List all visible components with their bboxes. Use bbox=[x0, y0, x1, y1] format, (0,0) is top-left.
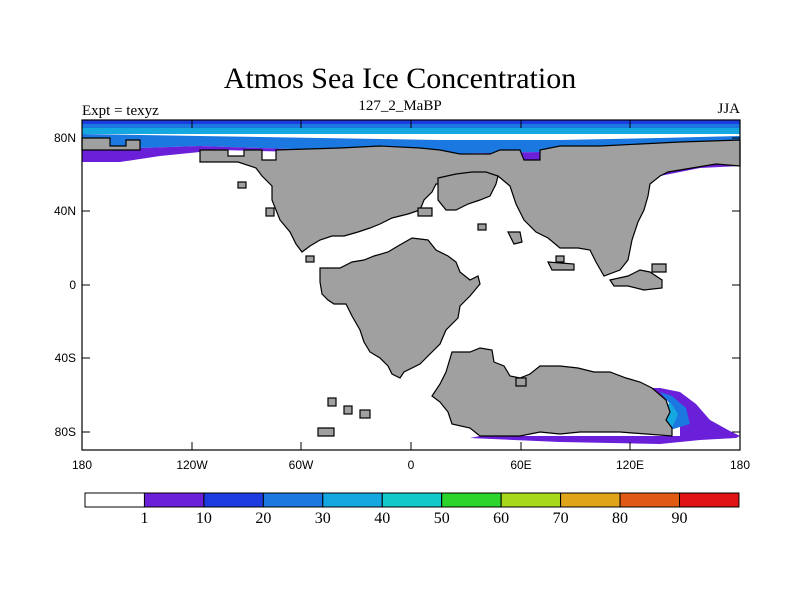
colorbar-swatch bbox=[500, 492, 562, 508]
colorbar-label: 40 bbox=[374, 510, 391, 527]
colorbar-label: 90 bbox=[671, 510, 688, 527]
time-label: 127_2_MaBP bbox=[358, 98, 442, 114]
colorbar-label: 10 bbox=[195, 510, 212, 527]
y-tick-label: 80S bbox=[54, 425, 76, 439]
x-tick-label: 180 bbox=[729, 458, 751, 472]
x-tick-label: 60E bbox=[510, 458, 532, 472]
colorbar-label: 70 bbox=[552, 510, 569, 527]
y-tick-label: 0 bbox=[69, 278, 76, 292]
colorbar-label: 20 bbox=[255, 510, 272, 527]
x-tick-label: 0 bbox=[407, 458, 415, 472]
season-label: JJA bbox=[717, 101, 740, 117]
colorbar-label: 1 bbox=[140, 510, 149, 527]
colorbar-label: 80 bbox=[612, 510, 629, 527]
colorbar-swatch bbox=[262, 492, 324, 508]
x-ticks bbox=[81, 120, 741, 450]
colorbar-swatch bbox=[381, 492, 443, 508]
x-tick-label: 180 bbox=[71, 458, 93, 472]
colorbar-label: 50 bbox=[433, 510, 450, 527]
colorbar-swatch bbox=[84, 492, 145, 508]
islands bbox=[237, 181, 565, 419]
land-masses bbox=[81, 137, 741, 437]
colorbar bbox=[84, 492, 740, 508]
x-tick-label: 120W bbox=[176, 458, 208, 472]
colorbar-swatch bbox=[441, 492, 502, 508]
y-tick-label: 40N bbox=[53, 204, 76, 218]
colorbar-swatch bbox=[619, 492, 680, 508]
x-tick-label: 120E bbox=[615, 458, 645, 472]
y-tick-label: 80N bbox=[53, 131, 76, 145]
map-title: Atmos Sea Ice Concentration bbox=[223, 62, 577, 95]
colorbar-swatch bbox=[203, 492, 264, 508]
colorbar-swatch bbox=[560, 492, 621, 508]
colorbar-swatch bbox=[322, 492, 383, 508]
y-tick-label: 40S bbox=[54, 351, 76, 365]
colorbar-swatch bbox=[679, 492, 740, 508]
x-tick-label: 60W bbox=[288, 458, 314, 472]
colorbar-swatch bbox=[143, 492, 205, 508]
colorbar-label: 60 bbox=[493, 510, 510, 527]
y-ticks bbox=[82, 137, 740, 433]
experiment-label: Expt = texyz bbox=[82, 103, 159, 119]
colorbar-label: 30 bbox=[314, 510, 331, 527]
